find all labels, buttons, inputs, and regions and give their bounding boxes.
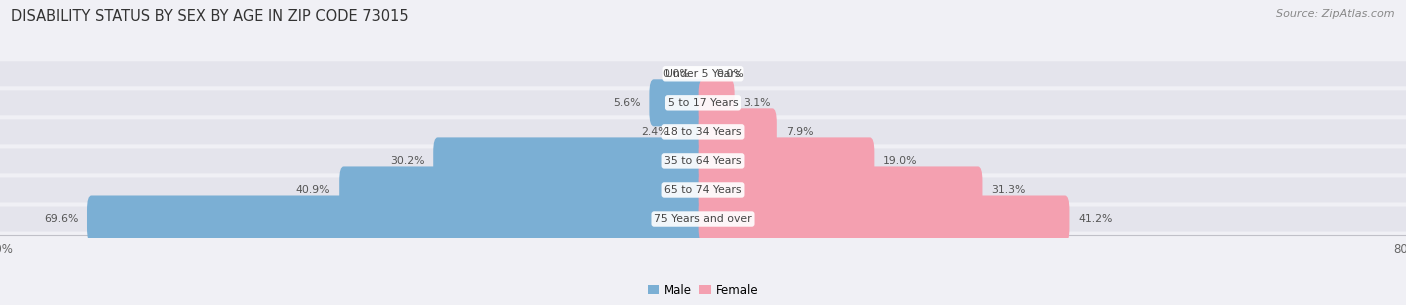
FancyBboxPatch shape: [0, 61, 1406, 86]
Text: 5.6%: 5.6%: [613, 98, 641, 108]
Text: 41.2%: 41.2%: [1078, 214, 1112, 224]
FancyBboxPatch shape: [87, 196, 707, 242]
Text: 40.9%: 40.9%: [295, 185, 330, 195]
FancyBboxPatch shape: [699, 79, 734, 126]
Text: 30.2%: 30.2%: [389, 156, 425, 166]
FancyBboxPatch shape: [0, 149, 1406, 174]
Text: Source: ZipAtlas.com: Source: ZipAtlas.com: [1277, 9, 1395, 19]
FancyBboxPatch shape: [699, 137, 875, 185]
FancyBboxPatch shape: [699, 108, 778, 156]
FancyBboxPatch shape: [678, 108, 707, 156]
Text: 69.6%: 69.6%: [44, 214, 79, 224]
Text: Under 5 Years: Under 5 Years: [665, 69, 741, 79]
Text: 75 Years and over: 75 Years and over: [654, 214, 752, 224]
Text: 19.0%: 19.0%: [883, 156, 918, 166]
Text: 65 to 74 Years: 65 to 74 Years: [664, 185, 742, 195]
FancyBboxPatch shape: [0, 206, 1406, 231]
FancyBboxPatch shape: [699, 167, 983, 213]
Text: 31.3%: 31.3%: [991, 185, 1025, 195]
Text: 7.9%: 7.9%: [786, 127, 813, 137]
Text: 2.4%: 2.4%: [641, 127, 669, 137]
Text: 5 to 17 Years: 5 to 17 Years: [668, 98, 738, 108]
Text: 0.0%: 0.0%: [716, 69, 744, 79]
Text: 35 to 64 Years: 35 to 64 Years: [664, 156, 742, 166]
FancyBboxPatch shape: [699, 196, 1070, 242]
FancyBboxPatch shape: [0, 90, 1406, 115]
Text: 0.0%: 0.0%: [662, 69, 690, 79]
FancyBboxPatch shape: [0, 119, 1406, 144]
Legend: Male, Female: Male, Female: [643, 279, 763, 302]
Text: DISABILITY STATUS BY SEX BY AGE IN ZIP CODE 73015: DISABILITY STATUS BY SEX BY AGE IN ZIP C…: [11, 9, 409, 24]
Text: 3.1%: 3.1%: [744, 98, 770, 108]
FancyBboxPatch shape: [433, 137, 707, 185]
FancyBboxPatch shape: [650, 79, 707, 126]
FancyBboxPatch shape: [339, 167, 707, 213]
FancyBboxPatch shape: [0, 178, 1406, 203]
Text: 18 to 34 Years: 18 to 34 Years: [664, 127, 742, 137]
